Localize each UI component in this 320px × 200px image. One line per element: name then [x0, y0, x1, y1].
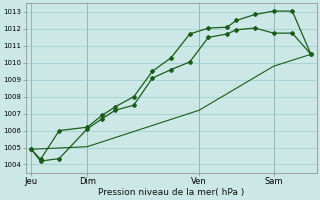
- X-axis label: Pression niveau de la mer( hPa ): Pression niveau de la mer( hPa ): [98, 188, 244, 197]
